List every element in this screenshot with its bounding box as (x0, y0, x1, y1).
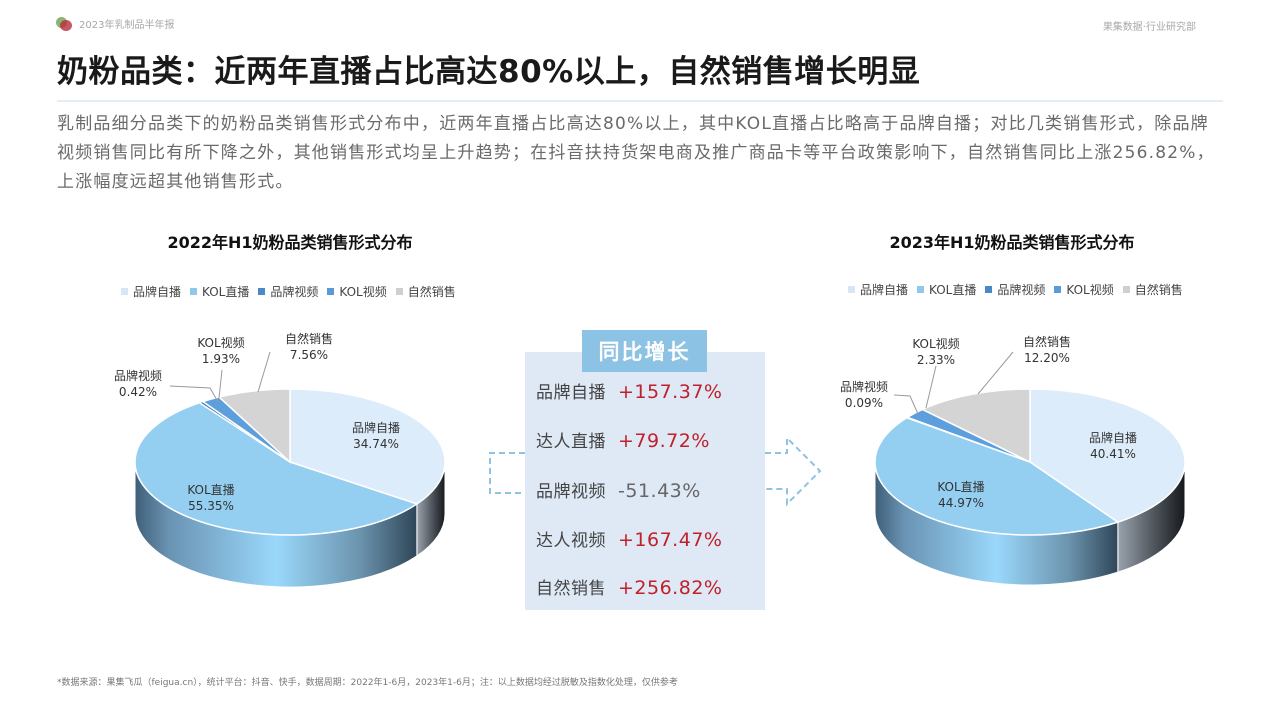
yoy-row-brand-live: 品牌自播 +157.37% (536, 381, 723, 403)
slice-label-natural-2023: 自然销售 12.20% (1022, 335, 1072, 365)
publisher-label: 果集数据·行业研究部 (1102, 22, 1196, 33)
data-source-footnote: *数据来源：果集飞瓜（feigua.cn），统计平台：抖音、快手，数据周期：20… (57, 678, 678, 688)
chart-title-2023: 2023年H1奶粉品类销售形式分布 (889, 233, 1135, 252)
legend-swatch (848, 286, 855, 293)
slice-label-kol-video-2023: KOL视频 2.33% (912, 337, 960, 367)
pie-slice (1029, 388, 1186, 523)
slice-label-kol-live-2022: KOL直播 55.35% (187, 483, 235, 513)
legend-item: 品牌视频 (985, 281, 1045, 298)
chart-title-2022: 2022年H1奶粉品类销售形式分布 (167, 233, 413, 252)
yoy-row-kol-live: 达人直播 +79.72% (536, 430, 710, 452)
pie-slice (874, 416, 1120, 536)
yoy-growth-panel (525, 352, 765, 610)
slice-label-brand-video-2022: 品牌视频 0.42% (113, 369, 163, 399)
legend-item: 品牌自播 (121, 283, 181, 300)
legend-2023: 品牌自播 KOL直播 品牌视频 KOL视频 自然销售 (848, 281, 1183, 298)
slice-label-brand-video-2023: 品牌视频 0.09% (839, 380, 889, 410)
legend-item: KOL视频 (1054, 281, 1114, 298)
slice-label-natural-2022: 自然销售 7.56% (284, 332, 334, 362)
slice-label-brand-live-2023: 品牌自播 40.41% (1088, 431, 1138, 461)
page-title: 奶粉品类：近两年直播占比高达80%以上，自然销售增长明显 (57, 54, 921, 90)
yoy-row-brand-video: 品牌视频 -51.43% (536, 480, 701, 502)
slice-label-brand-live-2022: 品牌自播 34.74% (351, 421, 401, 451)
legend-2022: 品牌自播 KOL直播 品牌视频 KOL视频 自然销售 (121, 283, 456, 300)
yoy-row-kol-video: 达人视频 +167.47% (536, 529, 723, 551)
legend-swatch (1054, 286, 1062, 293)
legend-swatch (395, 288, 403, 295)
legend-swatch (917, 286, 925, 293)
report-header: 2023年乳制品半年报 (56, 16, 174, 31)
legend-item: KOL直播 (917, 281, 976, 298)
legend-item: KOL直播 (190, 283, 249, 300)
legend-swatch (327, 288, 335, 295)
pie-2023 (874, 388, 1186, 586)
pie-slice (920, 388, 1031, 464)
legend-swatch (985, 286, 993, 293)
yoy-row-natural: 自然销售 +256.82% (536, 577, 723, 599)
yoy-growth-title: 同比增长 (582, 330, 707, 372)
legend-swatch (258, 288, 266, 295)
pie-2022 (134, 388, 446, 588)
report-name: 2023年乳制品半年报 (79, 20, 175, 31)
flow-arrow-icon (489, 435, 822, 507)
legend-item: KOL视频 (327, 283, 387, 300)
legend-swatch (121, 288, 128, 295)
legend-item: 自然销售 (1122, 281, 1183, 298)
brand-logo-icon (56, 16, 73, 31)
pie-slice (289, 388, 446, 505)
slice-label-kol-live-2023: KOL直播 44.97% (937, 480, 985, 510)
legend-swatch (190, 288, 198, 295)
pie-slice (134, 401, 419, 536)
legend-item: 品牌视频 (258, 283, 318, 300)
slice-label-kol-video-2022: KOL视频 1.93% (197, 336, 245, 366)
summary-paragraph: 乳制品细分品类下的奶粉品类销售形式分布中，近两年直播占比高达80%以上，其中KO… (57, 114, 1215, 192)
title-divider (57, 100, 1223, 102)
legend-swatch (1122, 286, 1130, 293)
legend-item: 品牌自播 (848, 281, 908, 298)
legend-item: 自然销售 (395, 283, 456, 300)
